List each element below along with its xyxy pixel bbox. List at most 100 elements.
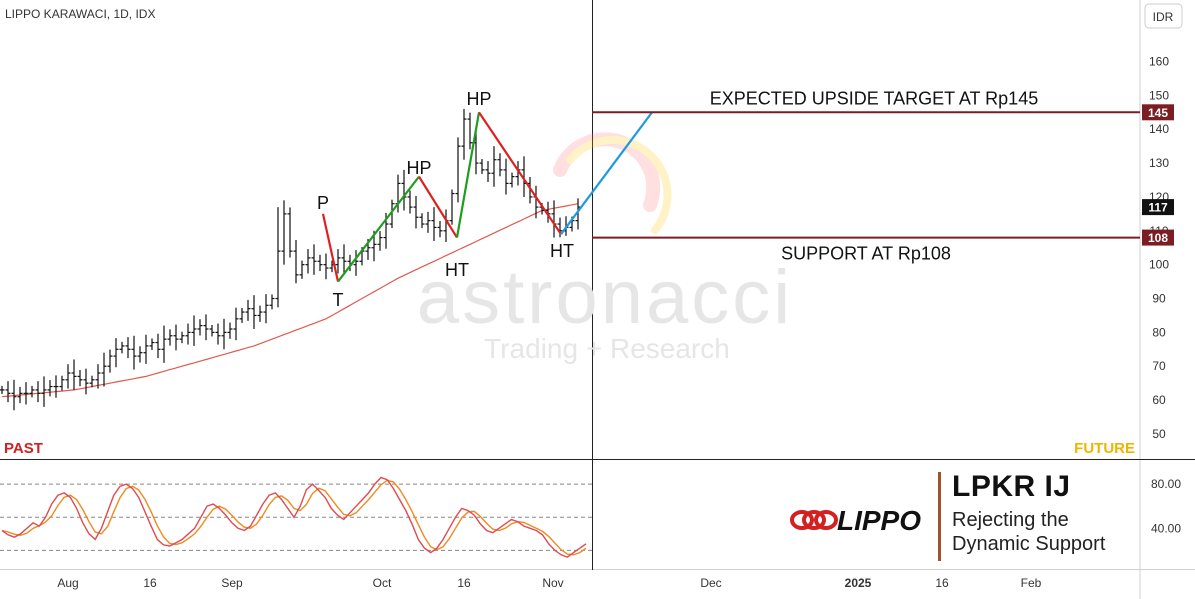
last-price-tag [1142, 199, 1174, 216]
ohlc-bar [467, 112, 473, 150]
ohlc-bar [317, 254, 323, 272]
ohlc-bar [449, 189, 455, 225]
price-axis: 5060708090100110120130140150160 [1149, 55, 1169, 441]
levels-layer: EXPECTED UPSIDE TARGET AT Rp145 145 SUPPOR… [592, 88, 1174, 264]
ohlc-bar [221, 318, 227, 350]
ohlc-bar [179, 331, 185, 344]
ohlc-bar [437, 220, 443, 238]
ohlc-bar [35, 381, 41, 403]
caption: Rejecting the Dynamic Support [952, 508, 1105, 556]
caption-line-1: Rejecting the [952, 509, 1069, 531]
ohlc-bar [455, 137, 461, 203]
time-tick-label: Nov [542, 576, 563, 590]
ohlc-bar [509, 172, 515, 188]
ohlc-bar [83, 368, 89, 395]
price-tick-label: 60 [1152, 393, 1166, 407]
ohlc-bar [131, 335, 137, 370]
zigzag-up-leg [337, 175, 420, 283]
time-tick-label: Feb [1021, 576, 1042, 590]
time-tick-label: 16 [143, 576, 157, 590]
ohlc-bar [89, 375, 95, 388]
caption-line-2: Dynamic Support [952, 533, 1106, 555]
ohlc-bar [323, 253, 329, 280]
ohlc-bar [503, 158, 509, 195]
time-tick-label: Dec [700, 576, 721, 590]
time-tick-label: 2025 [845, 576, 872, 590]
ohlc-bar [143, 334, 149, 364]
ohlc-bar [53, 375, 59, 398]
ohlc-bar [41, 376, 47, 407]
zigzag-down-leg [321, 213, 340, 282]
swing-label: T [333, 290, 344, 310]
ohlc-bar [431, 207, 437, 241]
ohlc-bar [233, 307, 239, 341]
price-tick-label: 90 [1152, 292, 1166, 306]
ohlc-bar [407, 190, 413, 214]
ohlc-bar [413, 195, 419, 229]
stoch-k-line [1, 476, 587, 558]
target-level-label: EXPECTED UPSIDE TARGET AT Rp145 [710, 88, 1038, 108]
price-tick-label: 130 [1149, 156, 1169, 170]
ohlc-bar [23, 382, 29, 405]
time-tick-label: Aug [57, 576, 78, 590]
ohlc-bar [293, 239, 299, 284]
ohlc-bar [485, 161, 491, 183]
ohlc-bar [491, 146, 497, 187]
ohlc-bar [191, 315, 197, 346]
lippo-wordmark: LIPPO [837, 505, 921, 536]
ohlc-bar [281, 200, 287, 265]
ohlc-bar [77, 369, 83, 387]
ohlc-bar [149, 338, 155, 350]
time-tick-label: Sep [221, 576, 243, 590]
ohlc-bar [29, 385, 35, 398]
ohlc-bar [257, 305, 263, 322]
past-label: PAST [4, 440, 43, 457]
ohlc-bar [113, 338, 119, 368]
ohlc-bar [461, 108, 467, 160]
watermark-logo: astronacci [417, 255, 793, 340]
watermark-tagline: Trading + Research [484, 333, 730, 364]
ohlc-bar [551, 200, 557, 238]
ohlc-bar [59, 375, 65, 391]
zigzag-up-leg [455, 112, 481, 238]
projection-line [560, 111, 653, 235]
currency-button[interactable]: IDR [1144, 3, 1183, 29]
ohlc-bar [101, 352, 107, 387]
stoch-tick-label: 40.00 [1151, 521, 1181, 535]
ohlc-bar [65, 364, 71, 389]
brand-separator [938, 472, 941, 561]
price-tick-label: 160 [1149, 55, 1169, 69]
ohlc-bar [215, 323, 221, 345]
ohlc-bar [203, 314, 209, 341]
ohlc-bar [251, 295, 257, 329]
price-tick-label: 150 [1149, 88, 1169, 102]
level-price-tag-text: 108 [1148, 231, 1168, 245]
time-axis: Aug 16 Sep Oct 16 Nov Dec 2025 16 Feb [57, 576, 1041, 590]
future-label: FUTURE [1074, 440, 1135, 457]
time-tick-label: 16 [457, 576, 471, 590]
ohlc-bar [299, 260, 305, 279]
price-tick-label: 70 [1152, 359, 1166, 373]
ticker-title: LPKR IJ [952, 470, 1071, 503]
ohlc-bar [389, 199, 395, 229]
ohlc-bar [17, 386, 23, 404]
ohlc-bar [209, 324, 215, 337]
ohlc-bar [119, 341, 125, 354]
ohlc-bar [479, 159, 485, 174]
price-tick-label: 50 [1152, 427, 1166, 441]
time-tick-label: Oct [373, 576, 392, 590]
lippo-logo: LIPPO [790, 505, 921, 536]
ohlc-bar [185, 323, 191, 345]
ohlc-bar [311, 244, 317, 275]
ohlc-bar [263, 294, 269, 324]
ohlc-bar [275, 207, 281, 308]
support-level-label: SUPPORT AT Rp108 [781, 244, 951, 264]
ohlc-bar [11, 379, 17, 411]
ohlc-bar [71, 359, 77, 390]
zigzag-layer: P T HP HT HP HT [317, 89, 653, 310]
currency-label: IDR [1153, 10, 1174, 24]
ohlc-bar [125, 337, 131, 359]
price-tick-label: 80 [1152, 325, 1166, 339]
ohlc-bars [0, 108, 581, 411]
